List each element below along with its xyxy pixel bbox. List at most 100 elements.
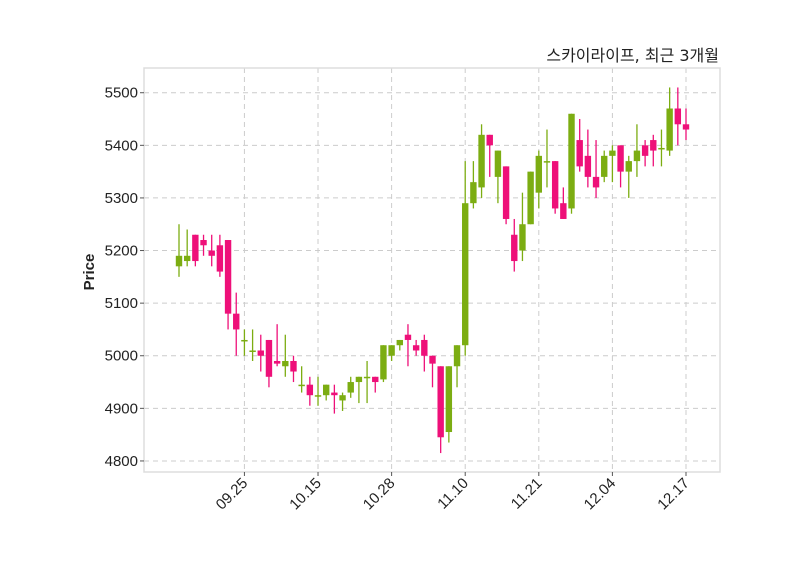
candle-body (306, 384, 314, 396)
y-tick-label: 5400 (105, 137, 138, 154)
candle (388, 345, 395, 362)
candle (183, 229, 191, 267)
candle-body (568, 113, 575, 209)
candle (445, 366, 453, 443)
candle-body (511, 234, 518, 262)
x-tick-label: 09.25 (213, 475, 252, 514)
candle (421, 334, 428, 372)
candle (208, 234, 215, 267)
candle-body (233, 313, 240, 330)
candle-body (372, 376, 379, 383)
candle-body (380, 345, 387, 380)
candle (666, 87, 673, 156)
candle-body (224, 240, 232, 314)
candle-body (273, 361, 281, 364)
candle (347, 376, 354, 398)
candle (298, 366, 305, 393)
candle (502, 166, 510, 225)
candle-body (462, 203, 469, 346)
candle-body (347, 382, 354, 393)
candle (380, 345, 387, 383)
candle (322, 384, 330, 401)
x-tick-label: 12.04 (581, 475, 620, 514)
candle (470, 161, 477, 209)
candle-body (339, 395, 346, 401)
y-tick-label: 5100 (105, 295, 138, 312)
candle (249, 329, 256, 362)
candle-body (682, 124, 690, 130)
candle (519, 192, 526, 262)
candle-body (609, 150, 616, 156)
candle-body (175, 255, 183, 267)
candle (462, 161, 469, 356)
y-tick-label: 4800 (105, 453, 138, 470)
x-tick-label: 10.15 (286, 475, 325, 514)
candle-body (551, 161, 559, 209)
candle-body (453, 345, 461, 367)
candle (372, 376, 379, 393)
candle (257, 334, 264, 372)
x-axis: 09.25 10.15 10.28 11.10 11.21 12.04 12.17 (213, 472, 693, 513)
candle (175, 224, 183, 277)
candle-body (560, 203, 567, 219)
candle-body (650, 140, 657, 151)
candle (290, 355, 297, 383)
y-tick-label: 4900 (105, 400, 138, 417)
candle-body (486, 134, 493, 146)
candle (429, 355, 436, 388)
candle-body (282, 361, 289, 367)
candle (314, 376, 322, 406)
candle (584, 129, 592, 188)
candle-body (241, 339, 248, 342)
candle (543, 129, 551, 188)
candle-body (494, 150, 502, 177)
candle-body (633, 150, 641, 162)
candle-body (445, 366, 453, 433)
candle (241, 329, 248, 356)
candle-body (396, 339, 403, 346)
candle-body (641, 145, 649, 156)
candle-body (265, 339, 273, 377)
candle (282, 334, 289, 377)
candle-body (658, 147, 665, 150)
candle-body (208, 250, 215, 256)
candle (233, 292, 240, 356)
candle-body (298, 384, 305, 387)
candle-body (192, 234, 199, 262)
candle (674, 87, 682, 146)
candle-body (625, 161, 632, 172)
candle-body (183, 255, 191, 262)
candle (511, 218, 518, 272)
candle-body (601, 155, 608, 177)
candle-body (216, 245, 224, 272)
chart-title: 스카이라이프, 최근 3개월 (546, 46, 719, 65)
candle (568, 113, 575, 214)
candle (625, 155, 632, 198)
candle (216, 234, 224, 277)
x-tick-label: 11.21 (508, 475, 546, 513)
candle (617, 145, 624, 188)
candle-body (257, 350, 264, 356)
candle-body (666, 108, 673, 151)
candle-body (674, 108, 682, 125)
candle (224, 240, 232, 330)
candle-body (249, 350, 256, 352)
candle (396, 339, 403, 351)
y-axis: 4800 4900 5000 5100 5200 5300 5400 5500 (105, 85, 144, 470)
candle-body (502, 166, 510, 219)
candle (633, 124, 641, 177)
grid-lines (144, 68, 720, 472)
candle-body (478, 134, 485, 188)
candle (601, 150, 608, 183)
x-tick-label: 12.17 (654, 475, 693, 514)
candle-body (314, 395, 322, 397)
candle (551, 161, 559, 214)
candle-body (470, 182, 477, 204)
plot-frame (143, 67, 721, 473)
candle-body (412, 345, 420, 351)
candle (682, 108, 690, 141)
candle-body (363, 376, 371, 379)
candle-body (355, 376, 363, 383)
candle-body (527, 171, 534, 225)
candle-body (388, 345, 395, 356)
